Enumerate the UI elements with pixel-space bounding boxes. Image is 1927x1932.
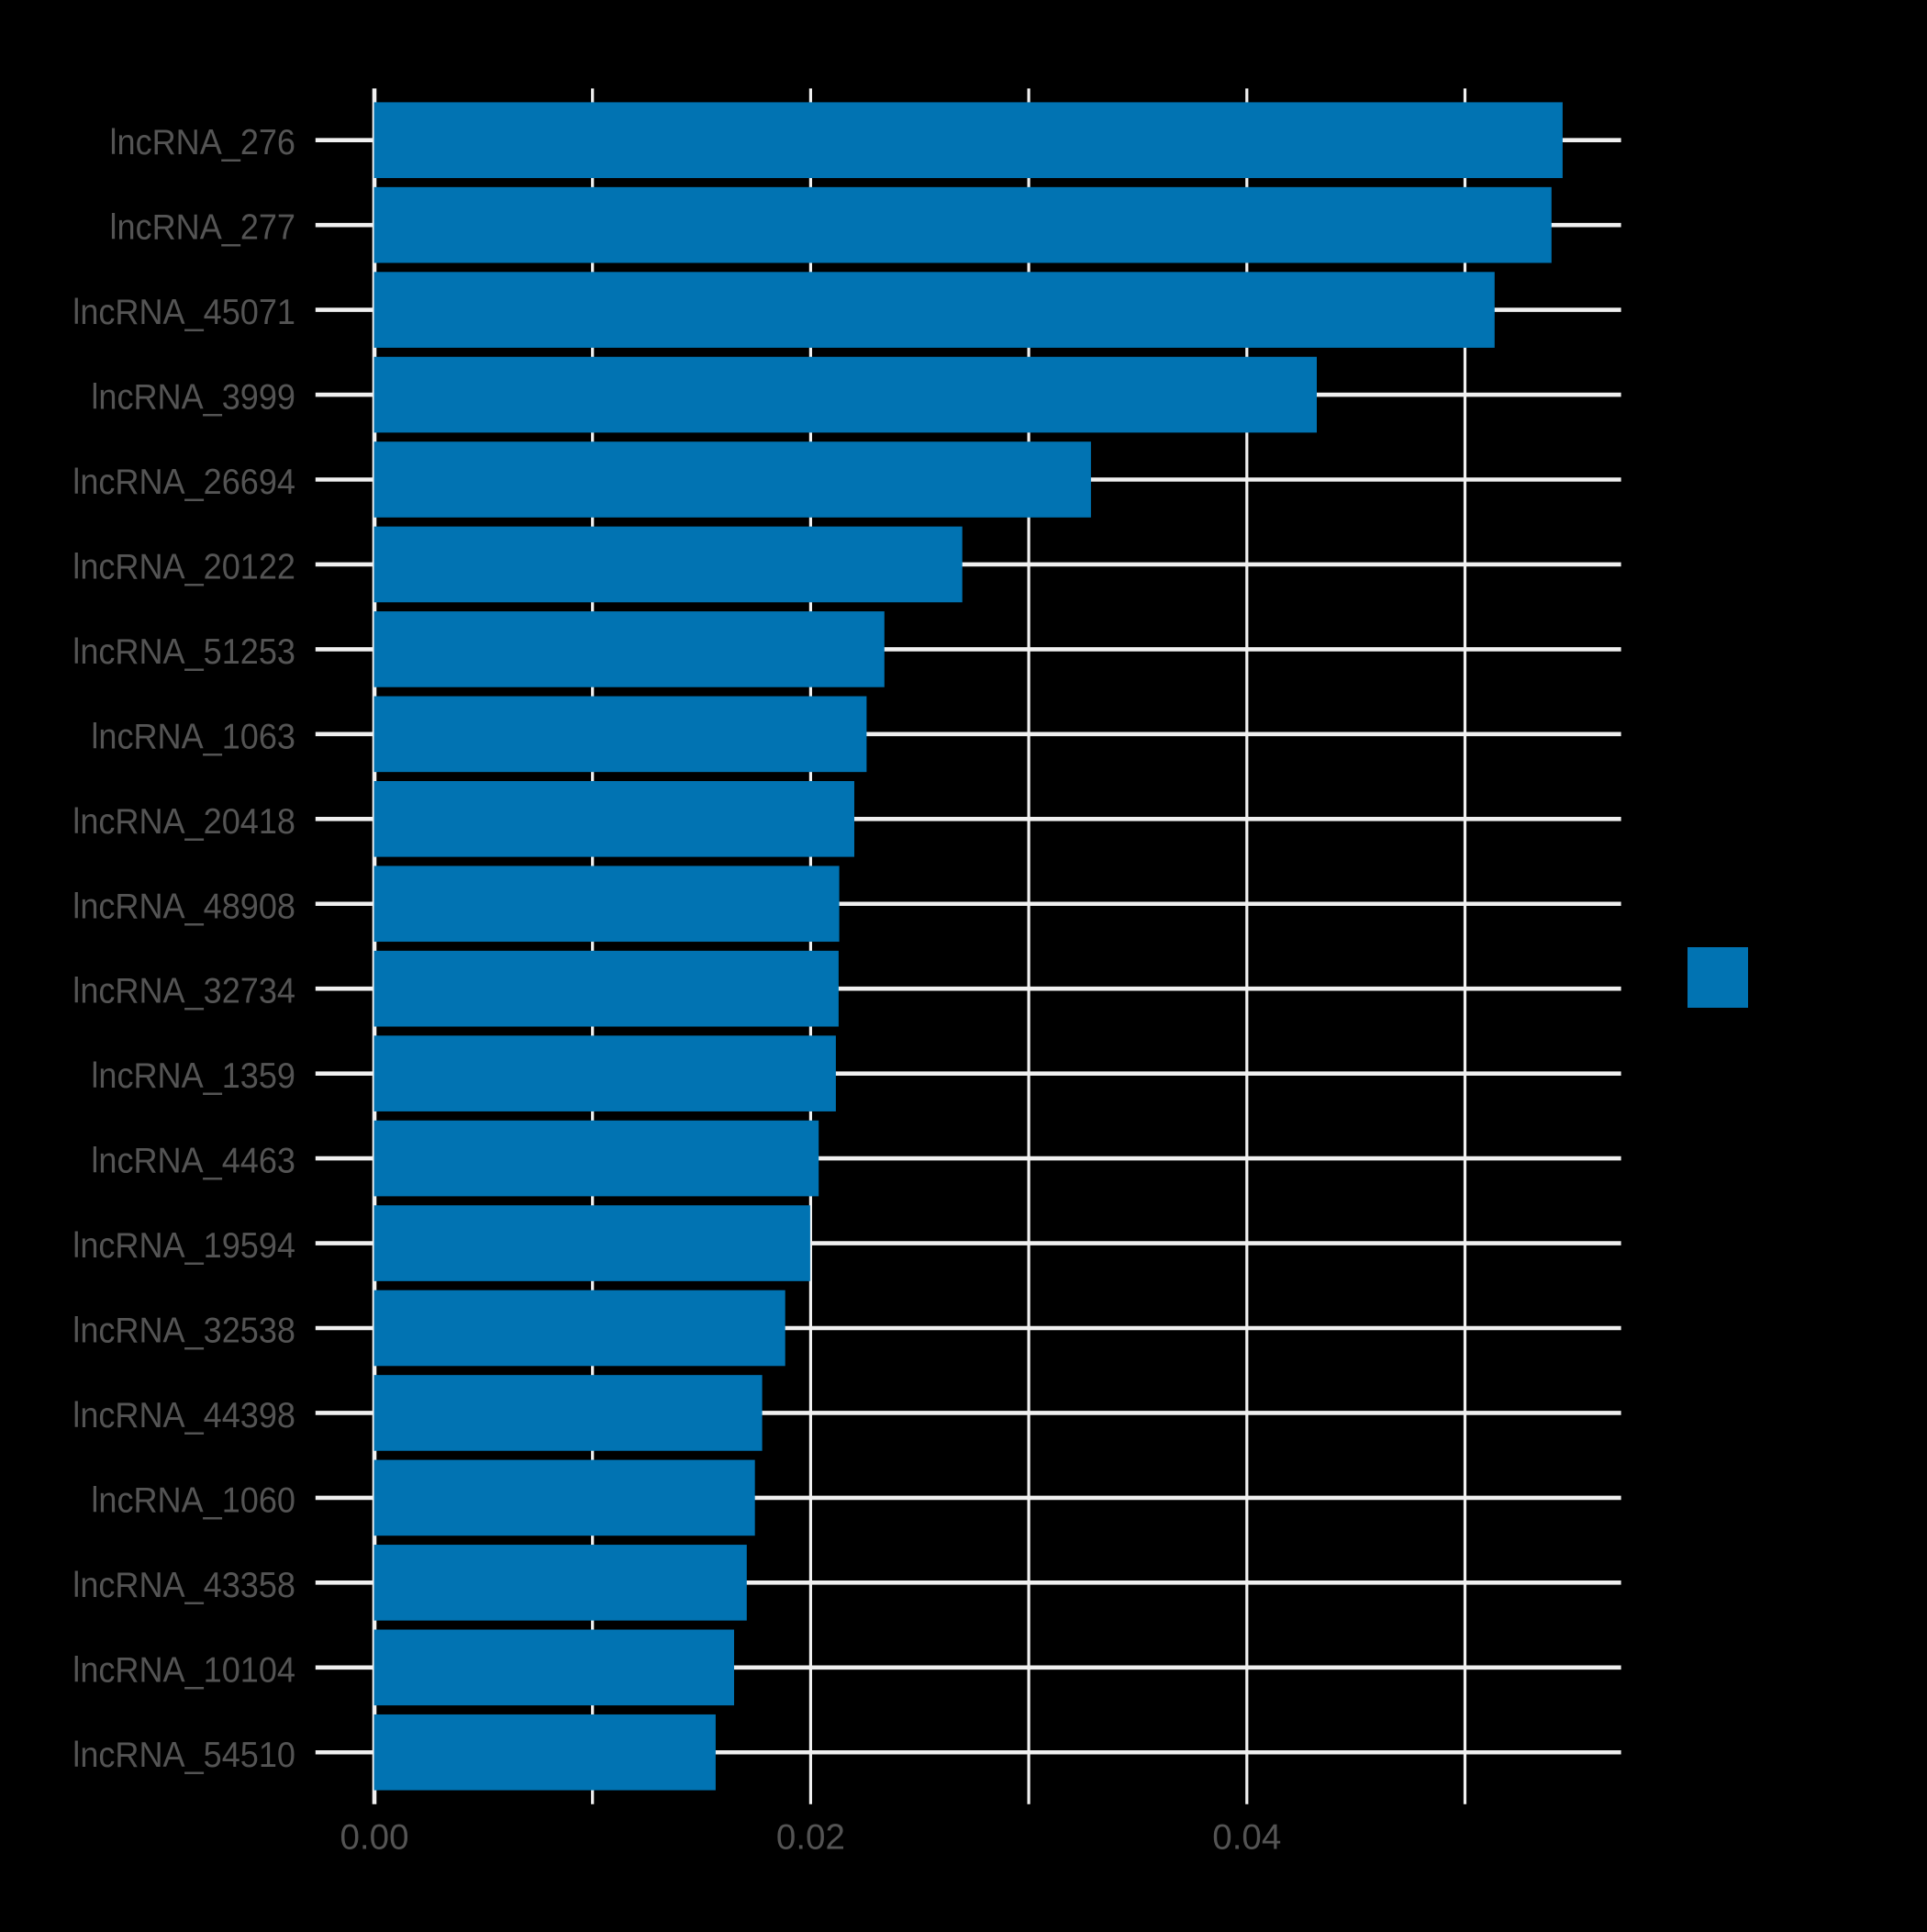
svg-text:lncRNA_19594: lncRNA_19594 [72, 1226, 295, 1266]
svg-text:lncRNA_1060: lncRNA_1060 [91, 1480, 295, 1520]
svg-text:lncRNA_1063: lncRNA_1063 [91, 717, 295, 756]
svg-text:lncRNA_51253: lncRNA_51253 [72, 632, 295, 672]
svg-text:lncRNA_10104: lncRNA_10104 [72, 1650, 295, 1690]
svg-text:0.00: 0.00 [340, 1818, 409, 1858]
svg-text:lncRNA_45071: lncRNA_45071 [72, 293, 295, 332]
svg-text:lncRNA_26694: lncRNA_26694 [72, 463, 295, 502]
svg-text:lncRNA_43358: lncRNA_43358 [72, 1566, 295, 1605]
svg-text:lncRNA_277: lncRNA_277 [110, 208, 296, 248]
svg-text:0.02: 0.02 [776, 1818, 845, 1858]
svg-text:lncRNA_20418: lncRNA_20418 [72, 802, 295, 842]
svg-text:lncRNA_32538: lncRNA_32538 [72, 1312, 295, 1351]
svg-text:lncRNA_276: lncRNA_276 [110, 123, 296, 162]
svg-text:0.04: 0.04 [1212, 1818, 1281, 1858]
svg-text:lncRNA_48908: lncRNA_48908 [72, 887, 295, 926]
svg-text:lncRNA_54510: lncRNA_54510 [72, 1736, 295, 1775]
svg-text:lncRNA_32734: lncRNA_32734 [72, 972, 295, 1011]
svg-text:lncRNA_1359: lncRNA_1359 [91, 1056, 295, 1096]
svg-text:lncRNA_3999: lncRNA_3999 [91, 378, 295, 418]
svg-text:lncRNA_20122: lncRNA_20122 [72, 547, 295, 586]
svg-text:lncRNA_44398: lncRNA_44398 [72, 1396, 295, 1435]
svg-text:lncRNA_4463: lncRNA_4463 [91, 1142, 295, 1181]
